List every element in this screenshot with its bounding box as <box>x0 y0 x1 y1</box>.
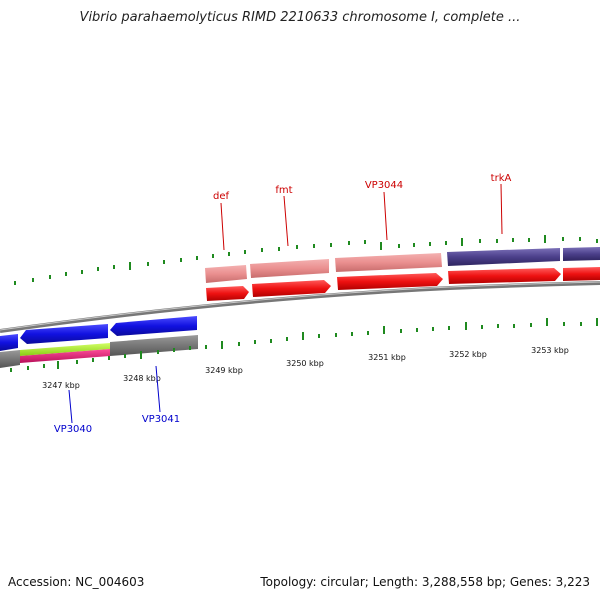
operon-block-1[interactable] <box>447 248 560 266</box>
gene-vp3044-light[interactable] <box>335 253 442 272</box>
genome-summary-text: Topology: circular; Length: 3,288,558 bp… <box>260 575 590 589</box>
chromosome-backbone <box>0 281 600 333</box>
highlight-magenta[interactable] <box>20 349 110 363</box>
gene-label-vp3040[interactable]: VP3040 <box>54 424 92 435</box>
gene-label-trka[interactable]: trkA <box>491 173 512 184</box>
gene-fmt[interactable] <box>252 280 331 297</box>
ruler-label: 3253 kbp <box>531 346 569 355</box>
forward-gene-row-light[interactable] <box>205 247 600 283</box>
gene-vp3041[interactable] <box>110 316 197 336</box>
bottom-leaders <box>68 365 161 424</box>
gene-trka[interactable] <box>448 268 561 284</box>
gene-fmt-light[interactable] <box>250 259 329 278</box>
upper-tick-row <box>14 235 598 285</box>
reverse-gene-row[interactable] <box>0 316 197 351</box>
gene-def-light[interactable] <box>205 265 247 283</box>
gene-label-vp3044[interactable]: VP3044 <box>365 180 403 191</box>
map-title: Vibrio parahaemolyticus RIMD 2210633 chr… <box>79 10 521 25</box>
ruler-label: 3248 kbp <box>123 374 161 383</box>
lower-tick-row <box>10 318 598 372</box>
gene-label-vp3041[interactable]: VP3041 <box>142 414 180 425</box>
ruler-labels: 3247 kbp 3248 kbp 3249 kbp 3250 kbp 3251… <box>42 346 569 390</box>
operon-block-2[interactable] <box>563 247 600 261</box>
ruler-label: 3252 kbp <box>449 350 487 359</box>
gene-vp3044[interactable] <box>337 273 443 290</box>
ruler-label: 3249 kbp <box>205 366 243 375</box>
gene-label-fmt[interactable]: fmt <box>275 185 292 196</box>
ruler-label: 3250 kbp <box>286 359 324 368</box>
forward-gene-row[interactable] <box>206 267 600 301</box>
grey-block-right[interactable] <box>110 335 198 356</box>
grey-block-left[interactable] <box>0 350 20 368</box>
top-leaders <box>220 183 503 251</box>
ruler-label: 3247 kbp <box>42 381 80 390</box>
gene-next[interactable] <box>563 267 600 281</box>
highlight-green[interactable] <box>20 343 110 356</box>
gene-vp3040[interactable] <box>20 324 108 344</box>
gene-reverse-partial[interactable] <box>0 334 18 351</box>
gene-def[interactable] <box>206 286 249 301</box>
accession-text: Accession: NC_004603 <box>8 575 145 589</box>
gene-label-def[interactable]: def <box>213 191 230 202</box>
ruler-label: 3251 kbp <box>368 353 406 362</box>
lower-feature-band[interactable] <box>0 335 198 368</box>
